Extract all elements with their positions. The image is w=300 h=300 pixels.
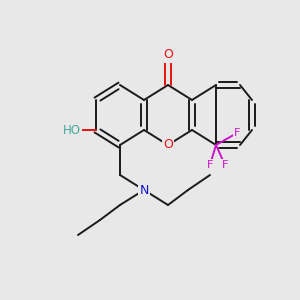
Text: F: F: [207, 160, 213, 170]
Text: F: F: [234, 128, 240, 138]
Text: HO: HO: [63, 124, 81, 136]
Text: O: O: [163, 139, 173, 152]
Text: N: N: [139, 184, 149, 196]
Text: F: F: [222, 160, 228, 170]
Text: O: O: [163, 49, 173, 62]
